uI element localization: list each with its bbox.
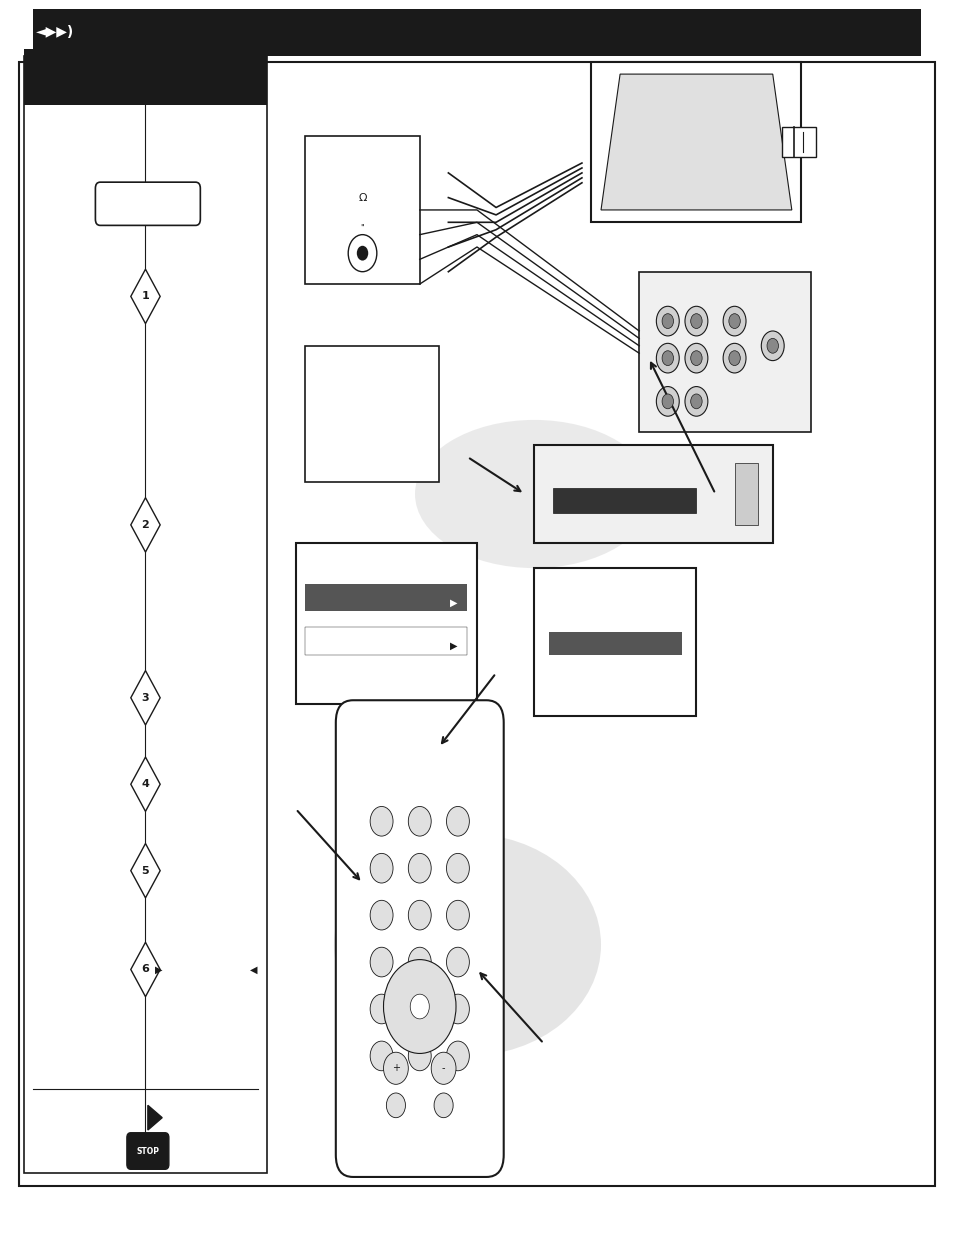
Text: STOP: STOP bbox=[136, 1146, 159, 1156]
Text: 2: 2 bbox=[141, 520, 150, 530]
Circle shape bbox=[690, 394, 701, 409]
Circle shape bbox=[383, 960, 456, 1053]
Text: ◀: ◀ bbox=[250, 965, 257, 974]
Polygon shape bbox=[131, 757, 160, 811]
Circle shape bbox=[446, 994, 469, 1024]
Text: 5: 5 bbox=[142, 866, 149, 876]
Circle shape bbox=[383, 1052, 408, 1084]
Circle shape bbox=[446, 1041, 469, 1071]
Polygon shape bbox=[131, 942, 160, 997]
Circle shape bbox=[728, 314, 740, 329]
Circle shape bbox=[656, 306, 679, 336]
Circle shape bbox=[760, 331, 783, 361]
Circle shape bbox=[446, 900, 469, 930]
Text: -: - bbox=[441, 1063, 445, 1073]
Circle shape bbox=[370, 806, 393, 836]
Polygon shape bbox=[131, 498, 160, 552]
Text: +: + bbox=[392, 1063, 399, 1073]
Circle shape bbox=[446, 947, 469, 977]
Circle shape bbox=[656, 387, 679, 416]
Circle shape bbox=[684, 387, 707, 416]
Circle shape bbox=[356, 246, 368, 261]
Circle shape bbox=[728, 351, 740, 366]
Circle shape bbox=[434, 1093, 453, 1118]
Bar bbox=[553, 488, 696, 513]
FancyBboxPatch shape bbox=[335, 700, 503, 1177]
Polygon shape bbox=[131, 671, 160, 725]
Circle shape bbox=[722, 343, 745, 373]
Text: ▶: ▶ bbox=[450, 641, 457, 651]
Circle shape bbox=[370, 947, 393, 977]
Circle shape bbox=[408, 994, 431, 1024]
Circle shape bbox=[431, 1052, 456, 1084]
Circle shape bbox=[370, 1041, 393, 1071]
Text: 6: 6 bbox=[141, 965, 150, 974]
Bar bbox=[781, 127, 815, 157]
Circle shape bbox=[722, 306, 745, 336]
FancyBboxPatch shape bbox=[127, 1132, 169, 1170]
Bar bbox=[305, 584, 467, 611]
Polygon shape bbox=[148, 1105, 162, 1130]
Text: 1: 1 bbox=[141, 291, 150, 301]
Ellipse shape bbox=[334, 834, 600, 1056]
Circle shape bbox=[386, 1093, 405, 1118]
Circle shape bbox=[661, 394, 673, 409]
Bar bbox=[305, 627, 467, 655]
Polygon shape bbox=[131, 269, 160, 324]
Circle shape bbox=[370, 994, 393, 1024]
Text: 3: 3 bbox=[142, 693, 149, 703]
Circle shape bbox=[370, 900, 393, 930]
Circle shape bbox=[446, 853, 469, 883]
Bar bbox=[534, 445, 772, 543]
Text: Ω: Ω bbox=[358, 193, 366, 203]
Circle shape bbox=[690, 314, 701, 329]
Circle shape bbox=[408, 853, 431, 883]
Circle shape bbox=[408, 900, 431, 930]
Circle shape bbox=[370, 853, 393, 883]
Circle shape bbox=[348, 235, 376, 272]
Text: ▶: ▶ bbox=[450, 598, 457, 608]
Polygon shape bbox=[131, 844, 160, 898]
Circle shape bbox=[408, 947, 431, 977]
Text: ▶: ▶ bbox=[154, 965, 162, 974]
Text: ": " bbox=[360, 224, 364, 233]
Bar bbox=[534, 568, 696, 716]
FancyBboxPatch shape bbox=[95, 182, 200, 226]
Bar bbox=[305, 136, 419, 284]
Bar bbox=[33, 9, 920, 56]
Bar bbox=[24, 49, 267, 105]
Circle shape bbox=[661, 314, 673, 329]
Bar bbox=[295, 543, 476, 704]
Bar bbox=[639, 272, 810, 432]
Circle shape bbox=[656, 343, 679, 373]
Circle shape bbox=[661, 351, 673, 366]
Polygon shape bbox=[600, 74, 791, 210]
Circle shape bbox=[408, 1041, 431, 1071]
Circle shape bbox=[684, 306, 707, 336]
Bar bbox=[734, 463, 758, 525]
Circle shape bbox=[408, 806, 431, 836]
Bar bbox=[305, 346, 438, 482]
Text: ◄▶▶): ◄▶▶) bbox=[36, 25, 74, 40]
Text: 4: 4 bbox=[141, 779, 150, 789]
Circle shape bbox=[766, 338, 778, 353]
Bar bbox=[591, 62, 801, 222]
Bar bbox=[24, 56, 267, 1173]
Bar bbox=[548, 632, 681, 655]
Circle shape bbox=[410, 994, 429, 1019]
Circle shape bbox=[446, 806, 469, 836]
Circle shape bbox=[690, 351, 701, 366]
Circle shape bbox=[684, 343, 707, 373]
Ellipse shape bbox=[415, 420, 653, 568]
